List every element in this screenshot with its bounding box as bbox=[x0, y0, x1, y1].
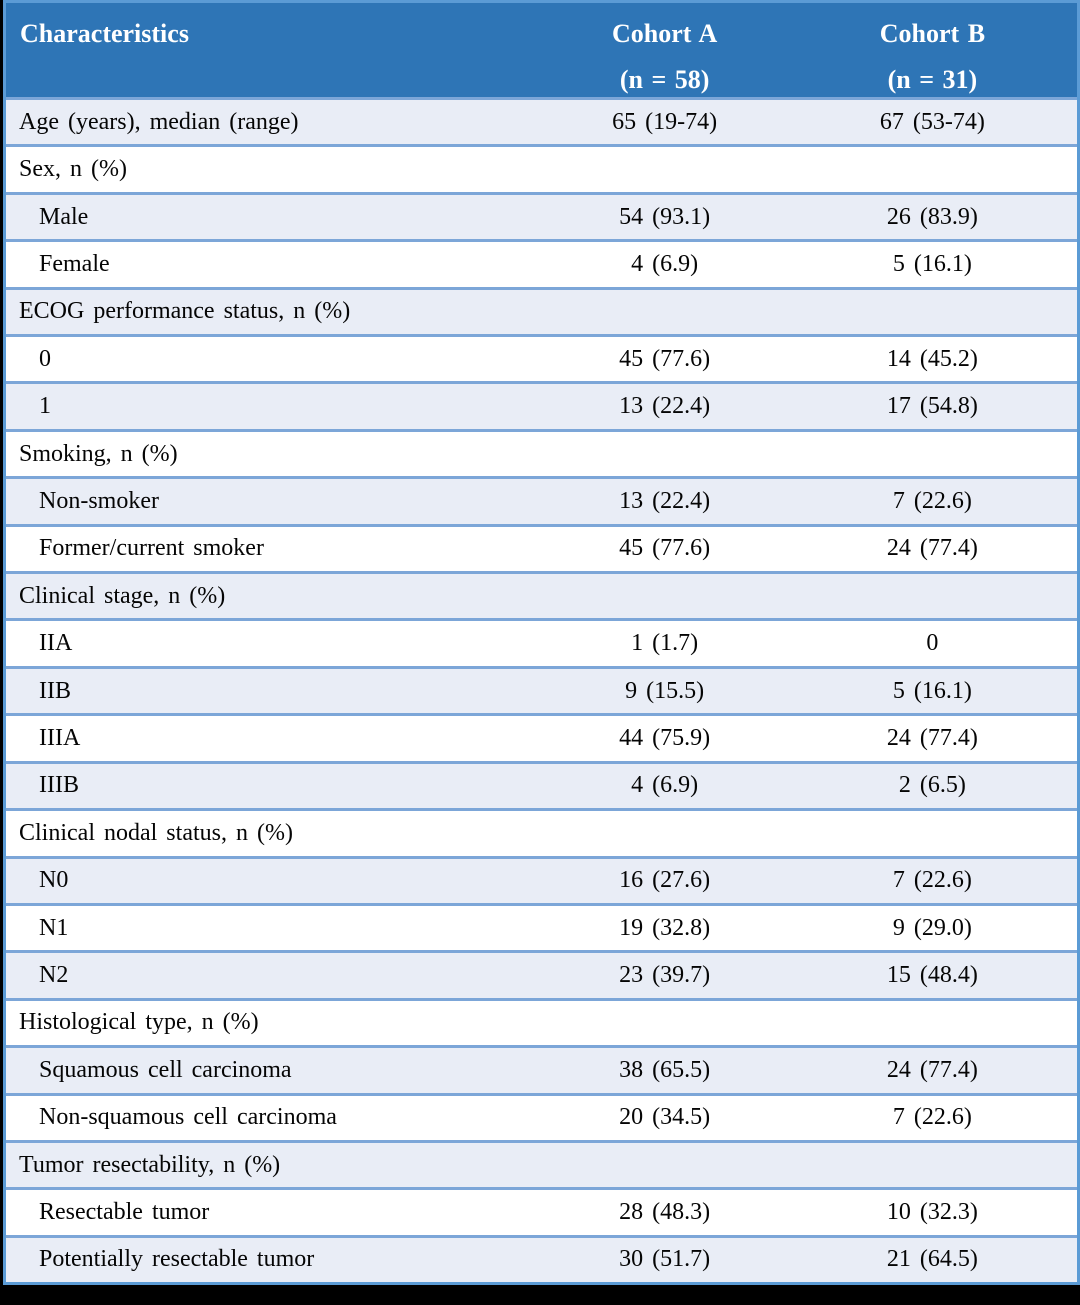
row-label: Non-smoker bbox=[39, 487, 159, 514]
column-header-characteristics-label: Characteristics bbox=[20, 19, 189, 48]
table-row: Age (years), median (range) 65 (19-74) 6… bbox=[6, 97, 1077, 145]
table-row: Histological type, n (%) bbox=[6, 997, 1077, 1046]
cohort-b-value: 5 (16.1) bbox=[892, 250, 972, 277]
cohort-a-value: 4 (6.9) bbox=[631, 772, 699, 799]
table-row: Clinical nodal status, n (%) bbox=[6, 808, 1077, 856]
row-label: Non-squamous cell carcinoma bbox=[39, 1104, 337, 1131]
table-row: ECOG performance status, n (%) bbox=[6, 286, 1077, 335]
table-row: N0 16 (27.6) 7 (22.6) bbox=[6, 855, 1077, 903]
cohort-b-value: 5 (16.1) bbox=[892, 677, 972, 704]
cohort-a-n: (n = 58) bbox=[619, 65, 710, 94]
cohort-a-value: 1 (1.7) bbox=[631, 630, 699, 657]
cohort-a-value: 45 (77.6) bbox=[619, 345, 711, 372]
table-row: Smoking, n (%) bbox=[6, 428, 1077, 477]
cohort-b-value: 24 (77.4) bbox=[886, 535, 978, 562]
table-body: Age (years), median (range) 65 (19-74) 6… bbox=[6, 97, 1077, 1283]
cohort-b-value: 7 (22.6) bbox=[892, 487, 972, 514]
table-row: N1 19 (32.8) 9 (29.0) bbox=[6, 902, 1077, 951]
row-label: N1 bbox=[39, 914, 69, 941]
cohort-b-value: 7 (22.6) bbox=[892, 867, 972, 894]
cohort-a-value: 54 (93.1) bbox=[619, 203, 711, 230]
table-row: Squamous cell carcinoma 38 (65.5) 24 (77… bbox=[6, 1045, 1077, 1093]
cohort-b-value: 7 (22.6) bbox=[892, 1104, 972, 1131]
row-label: N0 bbox=[39, 867, 69, 894]
cohort-b-value: 10 (32.3) bbox=[886, 1199, 978, 1226]
table-row: Male 54 (93.1) 26 (83.9) bbox=[6, 191, 1077, 240]
table-row: IIIA 44 (75.9) 24 (77.4) bbox=[6, 713, 1077, 761]
row-label: IIB bbox=[39, 677, 71, 704]
cohort-a-value: 4 (6.9) bbox=[631, 250, 699, 277]
row-label: Male bbox=[39, 203, 89, 230]
cohort-a-value: 13 (22.4) bbox=[619, 487, 711, 514]
cohort-a-value: 45 (77.6) bbox=[619, 535, 711, 562]
row-label: N2 bbox=[39, 962, 69, 989]
cohort-b-n: (n = 31) bbox=[887, 65, 978, 94]
row-label: Sex, n (%) bbox=[19, 156, 127, 183]
cohort-b-name: Cohort B bbox=[879, 19, 986, 48]
table-row: Non-squamous cell carcinoma 20 (34.5) 7 … bbox=[6, 1092, 1077, 1140]
column-header-characteristics: Characteristics bbox=[6, 3, 542, 97]
table-row: Clinical stage, n (%) bbox=[6, 571, 1077, 619]
row-label: Clinical stage, n (%) bbox=[19, 582, 226, 609]
table-row: Sex, n (%) bbox=[6, 144, 1077, 192]
cohort-b-value: 24 (77.4) bbox=[886, 724, 978, 751]
row-label: IIIB bbox=[39, 772, 79, 799]
row-label: Former/current smoker bbox=[39, 535, 264, 562]
table-row: Non-smoker 13 (22.4) 7 (22.6) bbox=[6, 476, 1077, 524]
row-label: IIIA bbox=[39, 724, 81, 751]
table-row: IIB 9 (15.5) 5 (16.1) bbox=[6, 665, 1077, 714]
table-row: IIIB 4 (6.9) 2 (6.5) bbox=[6, 760, 1077, 809]
row-label: Histological type, n (%) bbox=[19, 1009, 259, 1036]
cohort-a-value: 65 (19-74) bbox=[612, 108, 718, 135]
cohort-a-name: Cohort A bbox=[612, 19, 718, 48]
cohort-b-value: 15 (48.4) bbox=[886, 962, 978, 989]
cohort-a-value: 16 (27.6) bbox=[619, 867, 711, 894]
cohort-b-value: 67 (53-74) bbox=[879, 108, 985, 135]
table-row: Female 4 (6.9) 5 (16.1) bbox=[6, 239, 1077, 287]
table-row: Potentially resectable tumor 30 (51.7) 2… bbox=[6, 1234, 1077, 1283]
row-label: Squamous cell carcinoma bbox=[39, 1056, 292, 1083]
cohort-a-value: 28 (48.3) bbox=[619, 1199, 711, 1226]
cohort-b-value: 17 (54.8) bbox=[886, 393, 978, 420]
row-label: Clinical nodal status, n (%) bbox=[19, 819, 293, 846]
cohort-a-value: 19 (32.8) bbox=[619, 914, 711, 941]
row-label: ECOG performance status, n (%) bbox=[19, 298, 351, 325]
cohort-a-value: 13 (22.4) bbox=[619, 393, 711, 420]
cohort-b-value: 21 (64.5) bbox=[886, 1246, 978, 1273]
cohort-a-value: 23 (39.7) bbox=[619, 962, 711, 989]
row-label: Female bbox=[39, 250, 110, 277]
cohort-b-value: 26 (83.9) bbox=[886, 203, 978, 230]
table-row: Tumor resectability, n (%) bbox=[6, 1139, 1077, 1188]
column-header-cohort-b: Cohort B (n = 31) bbox=[788, 3, 1077, 97]
cohort-b-value: 0 bbox=[926, 630, 939, 657]
table-row: Resectable tumor 28 (48.3) 10 (32.3) bbox=[6, 1187, 1077, 1235]
table-row: 0 45 (77.6) 14 (45.2) bbox=[6, 334, 1077, 382]
table-row: Former/current smoker 45 (77.6) 24 (77.4… bbox=[6, 523, 1077, 572]
cohort-a-value: 38 (65.5) bbox=[619, 1056, 711, 1083]
table-row: 1 13 (22.4) 17 (54.8) bbox=[6, 381, 1077, 429]
characteristics-table: Characteristics Cohort A (n = 58) Cohort… bbox=[3, 0, 1080, 1285]
cohort-b-value: 24 (77.4) bbox=[886, 1056, 978, 1083]
row-label: Resectable tumor bbox=[39, 1199, 210, 1226]
row-label: Age (years), median (range) bbox=[19, 108, 299, 135]
cohort-a-value: 20 (34.5) bbox=[619, 1104, 711, 1131]
row-label: Tumor resectability, n (%) bbox=[19, 1151, 281, 1178]
cohort-a-value: 9 (15.5) bbox=[625, 677, 705, 704]
table-row: N2 23 (39.7) 15 (48.4) bbox=[6, 950, 1077, 998]
cohort-a-value: 30 (51.7) bbox=[619, 1246, 711, 1273]
column-header-cohort-a: Cohort A (n = 58) bbox=[542, 3, 788, 97]
row-label: Potentially resectable tumor bbox=[39, 1246, 315, 1273]
row-label: 0 bbox=[39, 345, 51, 372]
cohort-b-value: 14 (45.2) bbox=[886, 345, 978, 372]
row-label: IIA bbox=[39, 630, 73, 657]
cohort-b-value: 2 (6.5) bbox=[898, 772, 966, 799]
table-header-row: Characteristics Cohort A (n = 58) Cohort… bbox=[6, 3, 1077, 97]
row-label: Smoking, n (%) bbox=[19, 440, 178, 467]
cohort-a-value: 44 (75.9) bbox=[619, 724, 711, 751]
table-row: IIA 1 (1.7) 0 bbox=[6, 618, 1077, 666]
cohort-b-value: 9 (29.0) bbox=[892, 914, 972, 941]
row-label: 1 bbox=[39, 393, 51, 420]
